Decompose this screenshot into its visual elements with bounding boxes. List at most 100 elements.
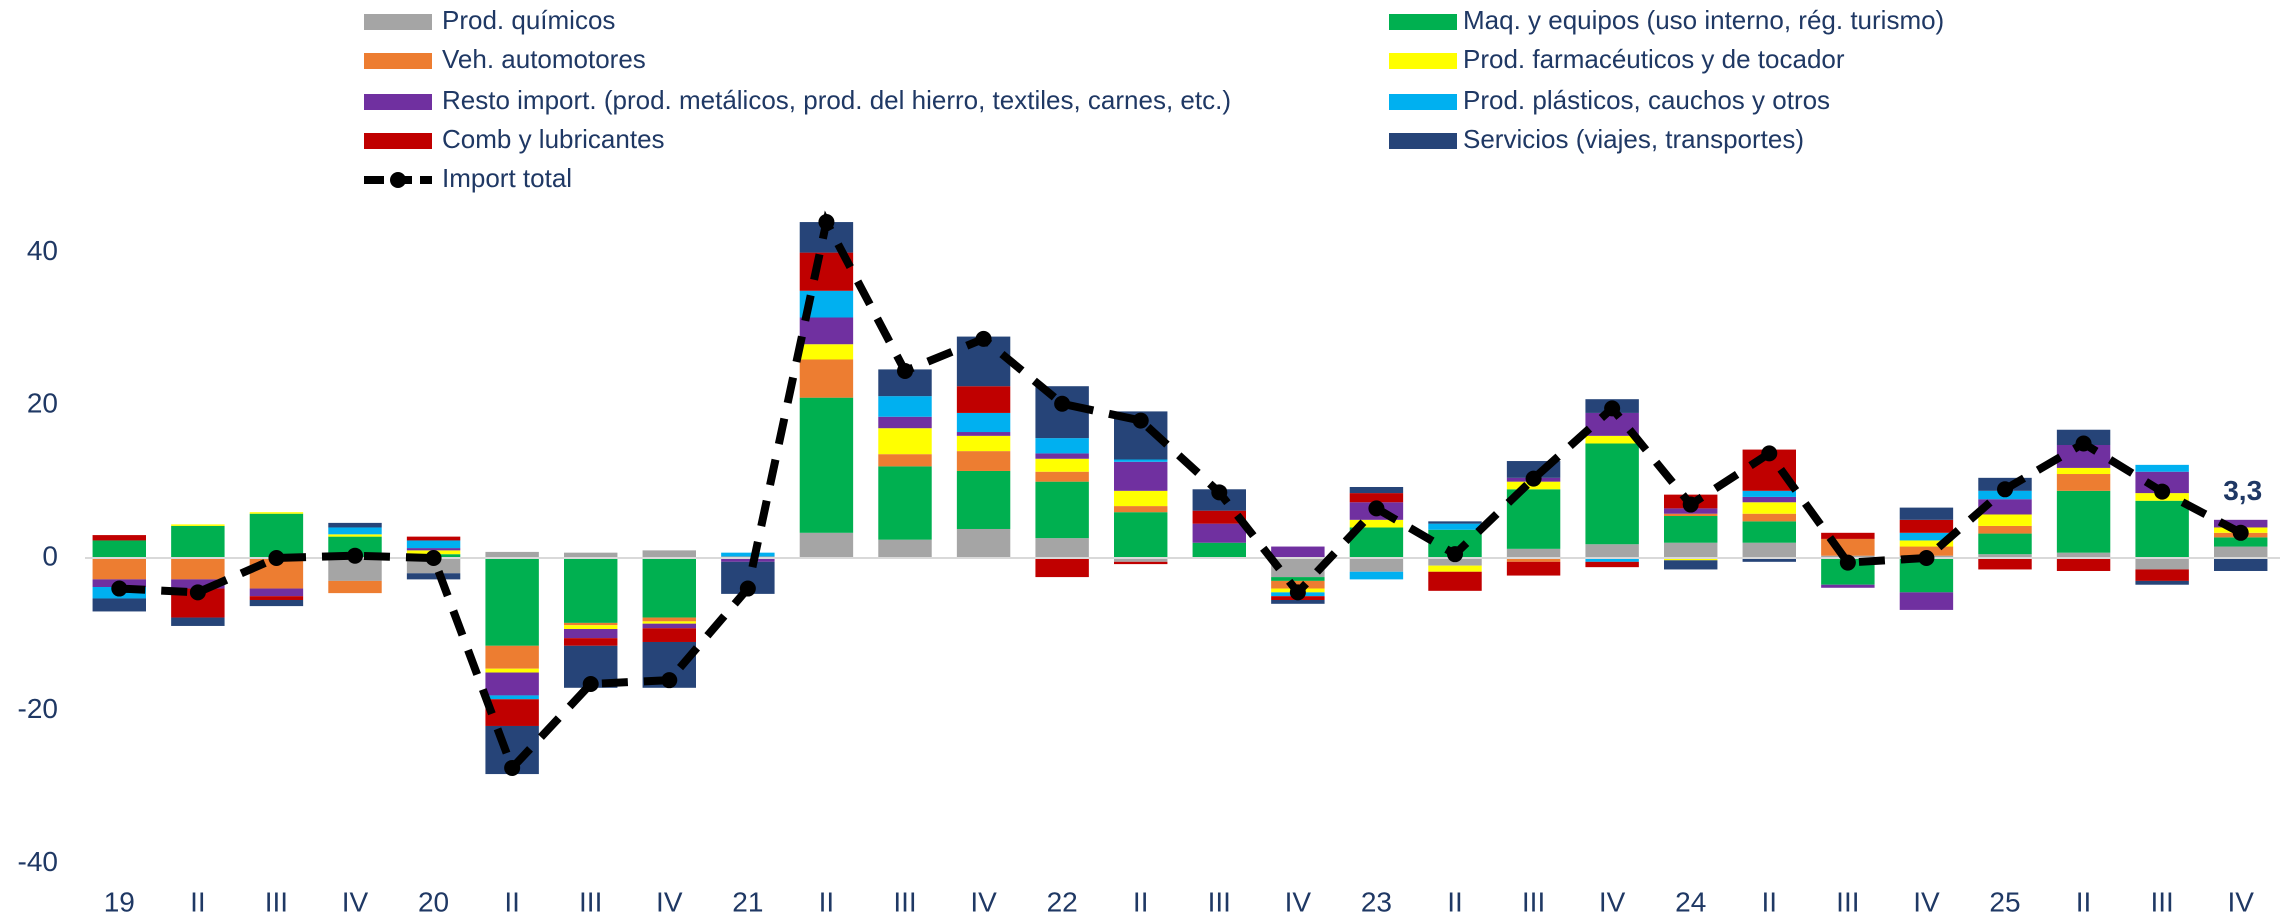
bar-segment <box>878 539 932 558</box>
total-point <box>425 550 442 566</box>
bar-segment <box>2056 558 2111 571</box>
bar-segment <box>956 432 1011 436</box>
bar-segment <box>564 552 618 558</box>
bar-segment <box>1821 584 1875 588</box>
total-point <box>189 584 206 601</box>
bar-segment <box>1664 516 1718 543</box>
bar-segment <box>171 558 225 580</box>
y-tick-label: -20 <box>18 693 58 724</box>
bar-segment <box>1035 386 1089 439</box>
bar-segment <box>1428 523 1482 530</box>
bar-segment <box>642 628 696 642</box>
bar-segment <box>1899 532 1954 541</box>
y-tick-label: 40 <box>27 235 58 266</box>
x-tick-label: II <box>819 886 835 917</box>
bar-segment <box>1192 523 1246 543</box>
legend-label: Resto import. (prod. metálicos, prod. de… <box>442 85 1231 115</box>
total-point <box>897 362 913 379</box>
bar-segment <box>1035 458 1089 472</box>
bar-segment <box>564 622 618 626</box>
bar-segment <box>406 540 461 549</box>
bar-segment <box>1742 521 1796 543</box>
bar-segment <box>485 668 539 673</box>
x-tick-label: III <box>265 886 288 917</box>
bar-segment <box>878 416 932 429</box>
bar-segment <box>1271 577 1325 581</box>
bar-segment <box>1035 438 1089 454</box>
bar-segment <box>406 548 461 551</box>
bar-segment <box>878 428 932 455</box>
x-tick-label: IV <box>970 886 997 917</box>
x-tick-label: IV <box>1913 886 1940 917</box>
bar-segment <box>1506 558 1561 562</box>
bar-segment <box>799 532 854 558</box>
y-tick-label: -40 <box>18 846 58 877</box>
total-point <box>1054 395 1071 412</box>
bar-segment <box>1664 558 1718 561</box>
bar-segment <box>878 396 932 417</box>
total-point <box>739 580 756 597</box>
bar-segment <box>1349 486 1404 494</box>
bar-segment <box>1349 493 1404 503</box>
total-point <box>661 672 678 689</box>
bar-segment <box>956 386 1011 413</box>
x-tick-label: III <box>1208 886 1231 917</box>
total-point <box>1132 412 1149 429</box>
bar-segment <box>92 535 146 541</box>
bar-segment <box>1585 558 1639 562</box>
bar-segment <box>1192 510 1246 524</box>
x-tick-label: II <box>1762 886 1778 917</box>
bar-segment <box>485 695 539 700</box>
bar-segment <box>1271 546 1325 558</box>
bar-segment <box>1114 459 1168 462</box>
bar-segment <box>1978 525 2032 534</box>
total-point <box>1525 470 1542 487</box>
bar-segment <box>799 344 854 360</box>
bar-segment <box>328 558 382 581</box>
bar-segment <box>642 621 696 624</box>
x-tick-label: III <box>2150 886 2173 917</box>
bar-segment <box>1899 540 1954 547</box>
x-tick-label: III <box>1522 886 1545 917</box>
bar-segment <box>1428 521 1482 524</box>
bar-segment <box>249 512 304 514</box>
x-tick-label: II <box>504 886 520 917</box>
bar-segment <box>1664 542 1718 558</box>
total-point <box>2232 524 2249 541</box>
y-tick-label: 0 <box>42 540 58 571</box>
bar-segment <box>171 524 225 526</box>
bar-segment <box>1035 453 1089 459</box>
bar-segment <box>1664 513 1718 517</box>
bar-segment <box>1035 471 1089 482</box>
bar-segment <box>2056 467 2111 475</box>
legend-label: Servicios (viajes, transportes) <box>1463 124 1804 154</box>
bar-segment <box>642 550 696 558</box>
total-point <box>1211 484 1228 501</box>
bar-segment <box>1585 412 1639 436</box>
bar-segment <box>328 527 382 535</box>
total-point <box>111 580 128 597</box>
bar-segment <box>2056 474 2111 491</box>
bar-segment <box>1192 542 1246 558</box>
legend-swatch <box>364 133 432 149</box>
bar-segment <box>1978 514 2032 526</box>
bar-segment <box>799 359 854 398</box>
bar-segment <box>1742 502 1796 514</box>
bar-segment <box>721 558 775 562</box>
bar-segment <box>1742 558 1796 562</box>
bar-segment <box>1114 561 1168 565</box>
legend-swatch <box>1389 53 1457 69</box>
bar-segment <box>171 617 225 626</box>
legend-label: Maq. y equipos (uso interno, rég. turism… <box>1463 5 1944 35</box>
bar-segment <box>1978 554 2032 558</box>
total-point <box>975 330 992 347</box>
x-tick-label: II <box>190 886 206 917</box>
legend-label: Prod. plásticos, cauchos y otros <box>1463 85 1830 115</box>
bar-segment <box>2135 558 2189 570</box>
bar-segment <box>1585 443 1639 545</box>
legend-swatch <box>364 14 432 30</box>
bar-segment <box>2135 464 2189 472</box>
bar-segment <box>642 623 696 629</box>
bar-segment <box>878 454 932 467</box>
bar-segment <box>721 552 775 557</box>
